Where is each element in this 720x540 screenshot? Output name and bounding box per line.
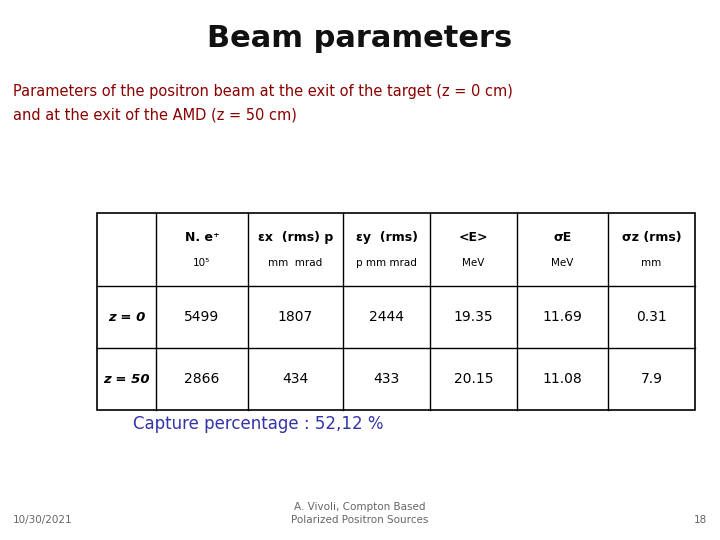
Text: 10/30/2021: 10/30/2021 xyxy=(13,515,73,525)
Text: 18: 18 xyxy=(694,515,707,525)
Text: εx  (rms) p: εx (rms) p xyxy=(258,231,333,245)
Text: 20.15: 20.15 xyxy=(454,373,493,386)
Text: 19.35: 19.35 xyxy=(454,310,493,324)
Text: 0.31: 0.31 xyxy=(636,310,667,324)
Text: εy  (rms): εy (rms) xyxy=(356,231,418,245)
Text: p mm mrad: p mm mrad xyxy=(356,258,417,268)
Text: z = 0: z = 0 xyxy=(108,310,145,324)
Text: Beam parameters: Beam parameters xyxy=(207,24,513,53)
Text: Capture percentage : 52,12 %: Capture percentage : 52,12 % xyxy=(133,415,384,433)
Bar xyxy=(97,213,695,410)
Text: MeV: MeV xyxy=(552,258,574,268)
Text: σz (rms): σz (rms) xyxy=(621,231,681,245)
Text: 433: 433 xyxy=(374,373,400,386)
Text: mm: mm xyxy=(642,258,662,268)
Text: Parameters of the positron beam at the exit of the target (z = 0 cm): Parameters of the positron beam at the e… xyxy=(13,84,513,99)
Text: 10⁵: 10⁵ xyxy=(193,258,210,268)
Text: z = 50: z = 50 xyxy=(104,373,150,386)
Text: 5499: 5499 xyxy=(184,310,220,324)
Text: 434: 434 xyxy=(282,373,309,386)
Text: 11.69: 11.69 xyxy=(542,310,582,324)
Text: mm  mrad: mm mrad xyxy=(269,258,323,268)
Text: 2444: 2444 xyxy=(369,310,404,324)
Text: σE: σE xyxy=(553,231,572,245)
Text: 11.08: 11.08 xyxy=(543,373,582,386)
Text: and at the exit of the AMD (z = 50 cm): and at the exit of the AMD (z = 50 cm) xyxy=(13,108,297,123)
Text: <E>: <E> xyxy=(459,231,488,245)
Text: 1807: 1807 xyxy=(278,310,313,324)
Text: N. e⁺: N. e⁺ xyxy=(184,231,219,245)
Text: MeV: MeV xyxy=(462,258,485,268)
Text: A. Vivoli, Compton Based
Polarized Positron Sources: A. Vivoli, Compton Based Polarized Posit… xyxy=(292,502,428,525)
Text: 2866: 2866 xyxy=(184,373,220,386)
Text: 7.9: 7.9 xyxy=(641,373,662,386)
